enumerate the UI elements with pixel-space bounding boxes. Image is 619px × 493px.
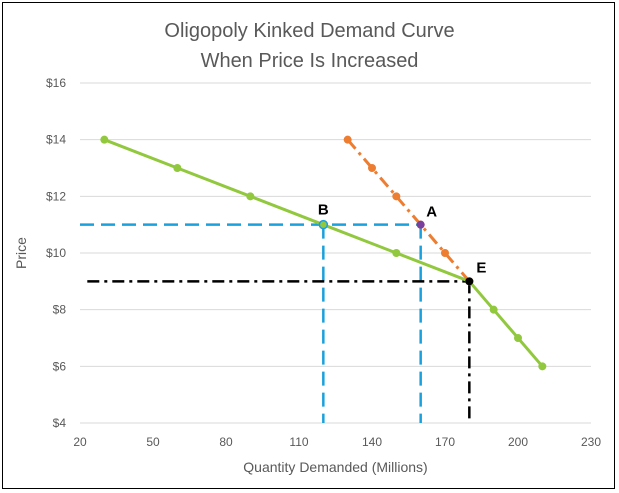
series-point-0 bbox=[514, 334, 522, 342]
y-axis-title: Price bbox=[13, 237, 29, 269]
y-tick-label: $4 bbox=[53, 416, 67, 430]
x-tick-label: 230 bbox=[581, 435, 601, 449]
x-tick-label: 140 bbox=[362, 435, 382, 449]
chart-title: Oligopoly Kinked Demand Curve bbox=[164, 20, 455, 42]
y-tick-label: $12 bbox=[46, 189, 66, 203]
y-tick-label: $14 bbox=[46, 133, 66, 147]
y-tick-label: $8 bbox=[53, 303, 67, 317]
point-label-a: A bbox=[426, 204, 437, 221]
y-tick-label: $6 bbox=[53, 359, 67, 373]
y-tick-label: $16 bbox=[46, 76, 66, 90]
y-tick-label: $10 bbox=[46, 246, 66, 260]
x-tick-label: 50 bbox=[146, 435, 160, 449]
series-point-0 bbox=[538, 362, 547, 371]
x-axis-title: Quantity Demanded (Millions) bbox=[243, 459, 427, 475]
x-tick-label: 80 bbox=[219, 435, 233, 449]
x-tick-label: 20 bbox=[73, 435, 87, 449]
series-point-0 bbox=[489, 305, 498, 314]
point-label-e: E bbox=[476, 259, 486, 276]
series-point-0 bbox=[392, 249, 401, 257]
point-b-marker bbox=[318, 219, 329, 230]
series-point-1 bbox=[368, 164, 376, 172]
point-a-marker bbox=[416, 220, 425, 229]
x-tick-label: 200 bbox=[508, 435, 528, 449]
point-e-marker bbox=[465, 277, 474, 286]
series-point-0 bbox=[173, 164, 182, 172]
x-tick-label: 170 bbox=[435, 435, 455, 449]
series-point-1 bbox=[343, 135, 352, 144]
point-label-b: B bbox=[318, 202, 329, 219]
series-point-0 bbox=[100, 135, 109, 144]
series-line-1 bbox=[346, 138, 471, 283]
x-tick-label: 110 bbox=[289, 435, 308, 449]
series-point-1 bbox=[392, 192, 401, 201]
chart-subtitle: When Price Is Increased bbox=[200, 50, 419, 72]
series-point-0 bbox=[246, 192, 255, 201]
series-point-1 bbox=[441, 249, 449, 257]
